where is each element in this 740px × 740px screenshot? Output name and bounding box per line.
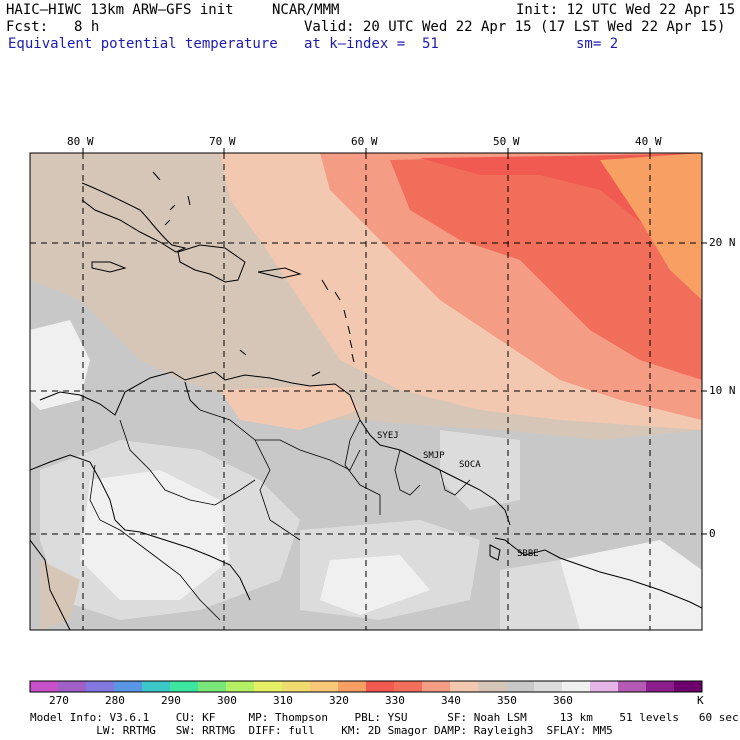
colorbar-unit: K bbox=[697, 694, 704, 707]
colorbar-tick-label: 290 bbox=[161, 694, 181, 707]
station-smjp: SMJP bbox=[423, 451, 445, 461]
station-sbbe: SBBE bbox=[517, 549, 539, 559]
country-borders bbox=[89, 409, 471, 621]
organization: NCAR/MMM bbox=[272, 2, 340, 18]
station-soca: SOCA bbox=[459, 460, 481, 470]
colorbar-tick-label: 340 bbox=[441, 694, 461, 707]
lat-label-20n: 20 N bbox=[709, 236, 736, 249]
level-index: at k–index = 51 bbox=[304, 36, 439, 52]
colorbar-tick-label: 270 bbox=[49, 694, 69, 707]
field-name: Equivalent potential temperature bbox=[8, 36, 278, 52]
smoothing-value: sm= 2 bbox=[576, 36, 619, 52]
forecast-hour: 8 h bbox=[74, 19, 100, 35]
station-syej: SYEJ bbox=[377, 431, 399, 441]
colorbar-tick-label: 280 bbox=[105, 694, 125, 707]
lon-label-80w: 80 W bbox=[67, 135, 94, 148]
forecast-label: Fcst: bbox=[6, 19, 49, 35]
colorbar-tick-label: 310 bbox=[273, 694, 293, 707]
colorbar-tick-label: 300 bbox=[217, 694, 237, 707]
lon-label-70w: 70 W bbox=[209, 135, 236, 148]
valid-time: Valid: 20 UTC Wed 22 Apr 15 (17 LST Wed … bbox=[304, 19, 726, 35]
lon-label-50w: 50 W bbox=[493, 135, 520, 148]
model-info-line1: Model Info: V3.6.1 CU: KF MP: Thompson P… bbox=[30, 711, 739, 724]
colorbar-tick-label: 330 bbox=[385, 694, 405, 707]
colorbar-tick-label: 320 bbox=[329, 694, 349, 707]
lon-label-40w: 40 W bbox=[635, 135, 662, 148]
lat-label-0: 0 bbox=[709, 527, 716, 540]
model-info-line2: LW: RRTMG SW: RRTMG DIFF: full KM: 2D Sm… bbox=[30, 724, 613, 737]
colorbar-tick-label: 350 bbox=[497, 694, 517, 707]
lon-label-60w: 60 W bbox=[351, 135, 378, 148]
model-title: HAIC–HIWC 13km ARW–GFS init bbox=[6, 2, 234, 18]
lat-label-10n: 10 N bbox=[709, 384, 736, 397]
graticule bbox=[30, 153, 702, 630]
coastlines bbox=[30, 171, 702, 630]
init-time: Init: 12 UTC Wed 22 Apr 15 bbox=[516, 2, 736, 18]
map-ticks bbox=[82, 148, 707, 535]
colorbar-tick-label: 360 bbox=[553, 694, 573, 707]
